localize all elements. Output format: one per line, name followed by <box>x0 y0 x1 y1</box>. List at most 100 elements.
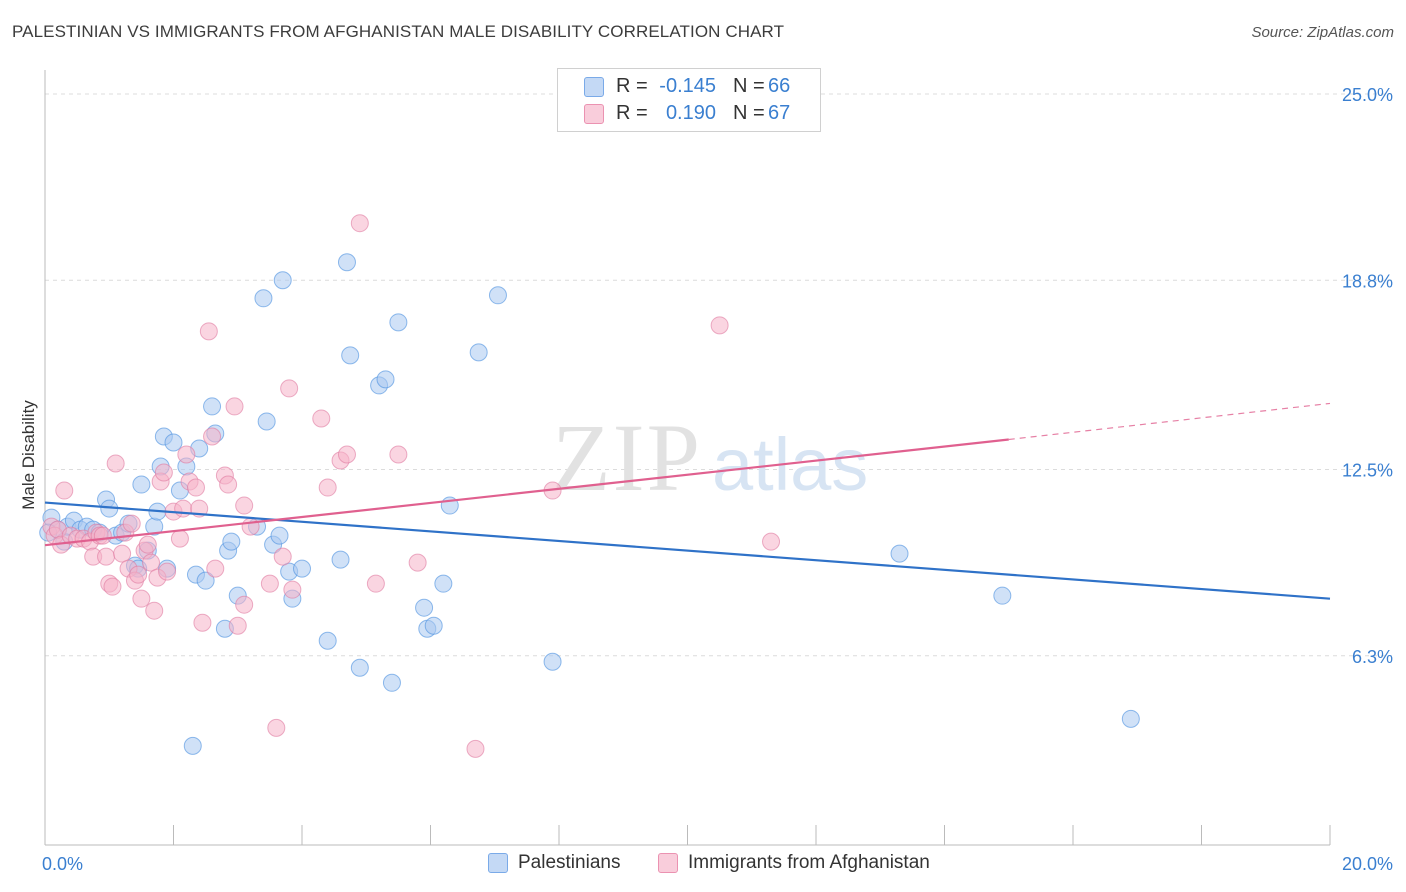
data-point <box>164 433 183 452</box>
data-point <box>106 454 125 473</box>
legend-label-afghanistan: Immigrants from Afghanistan <box>688 852 930 873</box>
data-point <box>293 559 311 578</box>
data-point <box>132 475 151 494</box>
data-point <box>331 550 350 569</box>
data-point <box>762 532 781 551</box>
series-afghanistan <box>42 214 781 758</box>
data-point <box>129 565 148 584</box>
stats-row-palestinians: R = -0.145 N = 66 <box>558 73 820 101</box>
r-value: -0.145 <box>659 75 716 97</box>
data-point <box>132 589 151 608</box>
data-point <box>97 547 116 566</box>
data-point <box>142 553 161 572</box>
data-point <box>273 271 292 290</box>
data-point <box>203 427 222 446</box>
data-point <box>341 346 360 365</box>
data-point <box>193 613 212 632</box>
watermark-zip: ZIP <box>552 404 702 511</box>
data-point <box>337 445 356 464</box>
legend-label-palestinians: Palestinians <box>518 852 621 873</box>
tick-labels: 6.3% 12.5% 18.8% 25.0% 0.0% 20.0% <box>42 85 1393 874</box>
y-tick-label: 25.0% <box>1342 85 1393 105</box>
trend-line-palestinians <box>44 501 1331 600</box>
data-point <box>257 412 276 431</box>
data-point <box>103 577 122 596</box>
data-points <box>39 214 1140 758</box>
data-point <box>1121 709 1140 728</box>
data-point <box>138 535 157 554</box>
data-point <box>154 463 173 482</box>
data-point <box>199 322 218 341</box>
data-point <box>382 673 401 692</box>
data-point <box>260 574 279 593</box>
data-point <box>206 559 225 578</box>
data-point <box>350 214 369 233</box>
data-point <box>389 313 408 332</box>
afghanistan-swatch <box>584 104 604 124</box>
axes <box>44 70 1331 846</box>
data-point <box>350 658 369 677</box>
chart-title: PALESTINIAN VS IMMIGRANTS FROM AFGHANIST… <box>12 22 785 41</box>
y-axis-label: Male Disability <box>19 400 38 510</box>
data-point <box>376 370 395 389</box>
r-label: R = <box>616 75 648 97</box>
data-point <box>158 562 177 581</box>
watermark: ZIP atlas <box>552 404 868 511</box>
trend-line-afghanistan <box>44 438 1009 547</box>
data-point <box>177 445 196 464</box>
data-point <box>415 598 434 617</box>
data-point <box>267 718 286 737</box>
data-point <box>488 286 507 305</box>
palestinians-swatch <box>584 77 604 97</box>
data-point <box>993 586 1012 605</box>
trend-lines <box>44 402 1331 600</box>
data-point <box>203 397 222 416</box>
data-point <box>122 514 141 533</box>
data-point <box>183 736 202 755</box>
data-point <box>280 379 299 398</box>
r-value: 0.190 <box>665 102 716 124</box>
data-point <box>225 397 244 416</box>
data-point <box>366 574 385 593</box>
data-point <box>235 496 254 515</box>
source-label: Source: ZipAtlas.com <box>1251 24 1394 41</box>
data-point <box>196 571 215 590</box>
legend-item-afghanistan[interactable]: Immigrants from Afghanistan <box>658 852 930 874</box>
legend-item-palestinians[interactable]: Palestinians <box>488 852 620 874</box>
stats-row-afghanistan: R = 0.190 N = 67 <box>558 100 820 128</box>
data-point <box>219 475 238 494</box>
data-point <box>543 652 562 671</box>
data-point <box>113 544 132 563</box>
data-point <box>466 739 485 758</box>
n-label: N = <box>733 102 765 124</box>
data-point <box>186 478 205 497</box>
data-point <box>222 532 241 551</box>
data-point <box>170 529 189 548</box>
n-value: 66 <box>768 75 791 97</box>
data-point <box>318 631 337 650</box>
n-value: 67 <box>768 102 791 124</box>
data-point <box>710 316 729 335</box>
grid-lines <box>45 93 1392 657</box>
n-label: N = <box>733 75 765 97</box>
r-label: R = <box>616 102 648 124</box>
x-tick-label: 0.0% <box>42 854 83 874</box>
data-point <box>337 253 356 272</box>
data-point <box>312 409 331 428</box>
legend-swatch-palestinians <box>488 853 508 873</box>
data-point <box>469 343 488 362</box>
trend-line-afghanistan-extension <box>1008 402 1331 441</box>
data-point <box>408 553 427 572</box>
data-point <box>389 445 408 464</box>
data-point <box>890 544 909 563</box>
data-point <box>235 595 254 614</box>
data-point <box>318 478 337 497</box>
y-tick-label: 18.8% <box>1342 271 1393 291</box>
data-point <box>228 616 247 635</box>
data-point <box>424 616 443 635</box>
data-point <box>145 601 164 620</box>
data-point <box>93 526 112 545</box>
y-tick-label: 12.5% <box>1342 461 1393 481</box>
legend-swatch-afghanistan <box>658 853 678 873</box>
